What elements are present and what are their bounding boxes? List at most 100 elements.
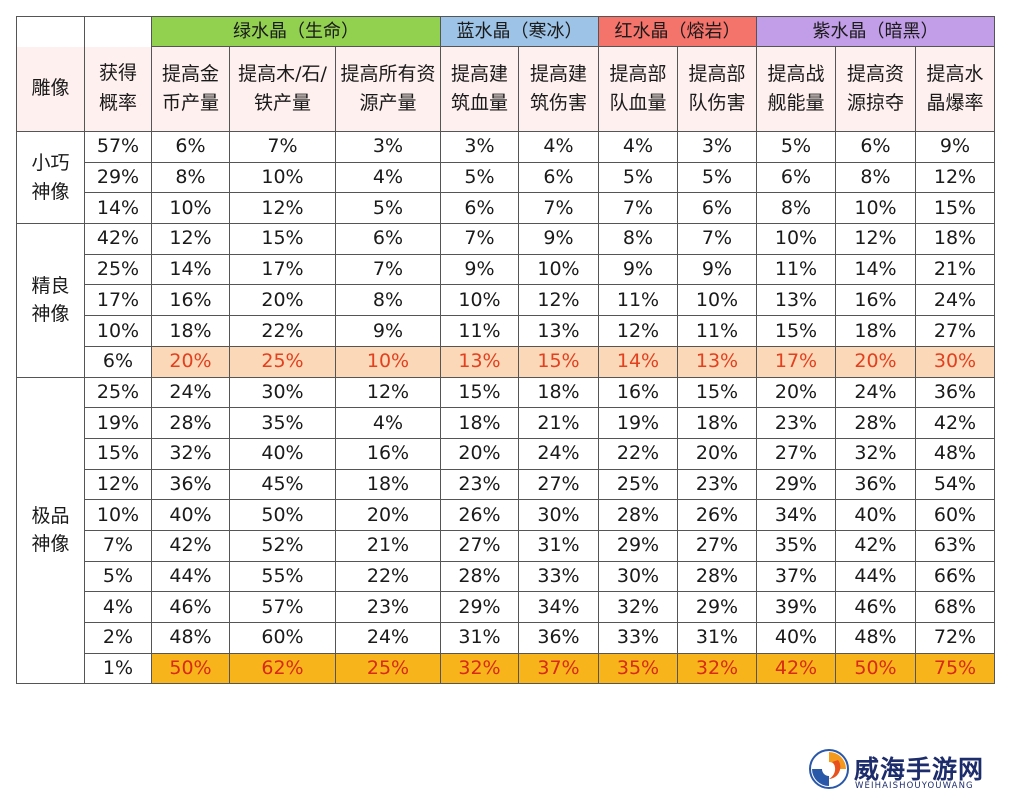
value-cell: 37% [518,652,599,685]
watermark-title: 威海手游网 [854,755,985,784]
value-cell: 15% [677,376,757,409]
value-cell: 5% [677,161,757,194]
table-row: 12% 36% 45% 18% 23% 27% 25% 23% 29% 36% 54% [17,468,995,501]
value-cell: 10% [756,223,836,255]
value-cell: 12% [229,192,336,225]
value-cell: 29% [677,591,757,623]
value-cell: 35% [756,529,836,562]
value-cell: 11% [598,284,678,317]
value-cell: 16% [598,376,678,409]
value-cell: 27% [440,529,519,562]
value-cell: 12% [835,223,916,255]
table-row: 1% 50% 62% 25% 32% 37% 35% 32% 42% 50% 75% [17,652,995,685]
value-cell: 20% [677,437,757,470]
probability-cell: 29% [84,161,152,194]
value-cell: 9% [518,223,599,255]
value-cell: 45% [229,468,336,501]
value-cell: 10% [835,192,916,225]
value-cell: 48% [835,622,916,654]
value-cell: 31% [677,622,757,654]
value-cell: 22% [229,315,336,347]
value-cell: 15% [229,223,336,255]
value-cell: 9% [915,131,995,163]
value-cell: 12% [915,161,995,194]
probability-cell: 15% [84,437,152,470]
value-cell: 20% [835,345,916,378]
value-cell: 28% [440,560,519,593]
table-body: 绿水晶（生命） 蓝水晶（寒冰） 红水晶（熔岩） 紫水晶（暗黑） 雕像 获得概率 提高金币产量… [16,16,995,685]
value-cell: 4% [598,131,678,163]
value-cell: 10% [677,284,757,317]
value-cell: 29% [440,591,519,623]
probability-cell: 2% [84,622,152,654]
value-cell: 46% [835,591,916,623]
value-cell: 24% [335,622,441,654]
table-row: 4% 46% 57% 23% 29% 34% 32% 29% 39% 46% 68% [17,591,995,623]
value-cell: 6% [151,131,230,163]
table-row: 精良神像 42% 12% 15% 6% 7% 9% 8% 7% 10% 12% 18% [16,223,995,378]
value-cell: 34% [756,499,836,531]
value-cell: 7% [677,223,757,255]
statue-name: 小巧神像 [16,130,85,225]
value-cell: 32% [598,591,678,623]
value-cell: 27% [677,529,757,562]
value-cell: 33% [518,560,599,593]
table-row: 19% 28% 35% 4% 18% 21% 19% 18% 23% 28% 42% [17,407,995,439]
value-cell: 36% [915,376,995,409]
value-cell: 36% [835,468,916,501]
value-cell: 15% [440,376,519,409]
value-cell: 14% [835,253,916,286]
value-cell: 10% [440,284,519,317]
value-cell: 16% [835,284,916,317]
value-cell: 34% [518,591,599,623]
value-cell: 15% [915,192,995,225]
value-cell: 27% [756,437,836,470]
value-cell: 25% [229,345,336,378]
value-cell: 18% [518,376,599,409]
value-cell: 24% [151,376,230,409]
table-row: 5% 44% 55% 22% 28% 33% 30% 28% 37% 44% 66% [17,560,995,593]
value-cell: 30% [598,560,678,593]
value-cell: 40% [151,499,230,531]
value-cell: 52% [229,529,336,562]
value-cell: 6% [756,161,836,194]
value-cell: 32% [151,437,230,470]
value-cell: 4% [335,161,441,194]
value-cell: 8% [151,161,230,194]
probability-cell: 19% [84,407,152,439]
value-cell: 33% [598,622,678,654]
value-cell: 7% [440,223,519,255]
value-cell: 15% [756,315,836,347]
value-cell: 13% [518,315,599,347]
value-cell: 66% [915,560,995,593]
value-cell: 9% [440,253,519,286]
value-cell: 23% [335,591,441,623]
probability-cell: 12% [84,468,152,501]
value-cell: 10% [229,161,336,194]
value-cell: 21% [518,407,599,439]
table-row: 14% 10% 12% 5% 6% 7% 7% 6% 8% 10% 15% [17,192,995,225]
probability-cell: 17% [84,284,152,317]
value-cell: 28% [835,407,916,439]
value-cell: 12% [151,223,230,255]
effect-column-header: 提高建筑血量 [440,46,519,132]
probability-column-header: 获得概率 [84,46,152,132]
statue-name: 精良神像 [16,223,85,378]
header-group-row: 绿水晶（生命） 蓝水晶（寒冰） 红水晶（熔岩） 紫水晶（暗黑） [16,16,995,47]
probability-cell: 10% [84,315,152,347]
value-cell: 26% [440,499,519,531]
value-cell: 35% [598,652,678,685]
value-cell: 13% [677,345,757,378]
value-cell: 18% [835,315,916,347]
value-cell: 6% [518,161,599,194]
crystal-statue-table: 绿水晶（生命） 蓝水晶（寒冰） 红水晶（熔岩） 紫水晶（暗黑） 雕像 获得概率 提高金币产量… [16,16,995,685]
value-cell: 11% [440,315,519,347]
table-row: 25% 14% 17% 7% 9% 10% 9% 9% 11% 14% 21% [17,253,995,286]
value-cell: 39% [756,591,836,623]
value-cell: 20% [756,376,836,409]
probability-cell: 7% [84,529,152,562]
effect-column-header: 提高资源掠夺 [835,46,916,132]
value-cell: 23% [756,407,836,439]
crystal-group-header: 红水晶（熔岩） [598,16,757,47]
value-cell: 55% [229,560,336,593]
